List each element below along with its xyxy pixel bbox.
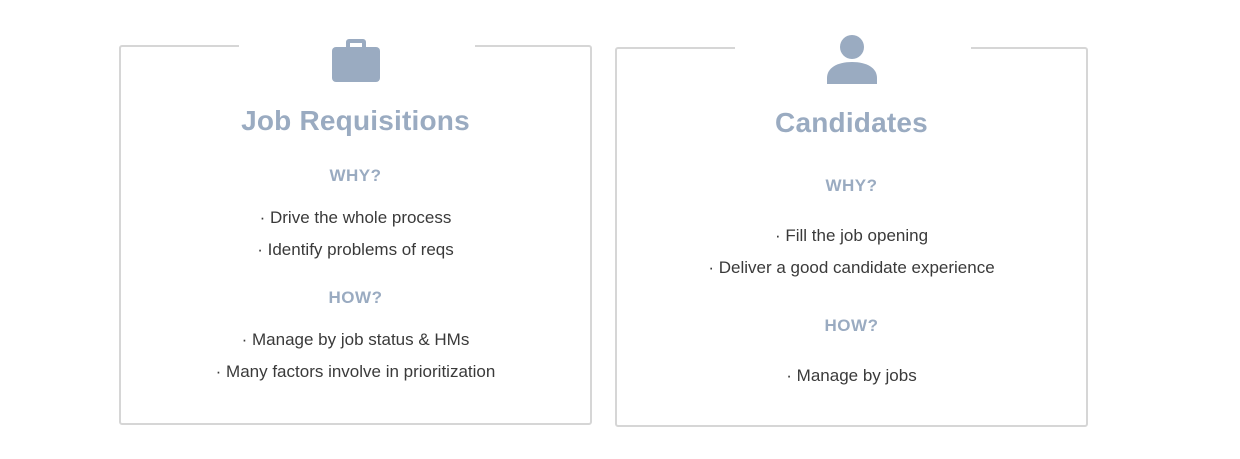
job-requisitions-card: Job Requisitions WHY? · Drive the whole … [119, 39, 592, 425]
how-label: HOW? [824, 316, 879, 335]
why-point: · Fill the job opening [774, 226, 929, 245]
why-point: · Identify problems of reqs [257, 240, 454, 259]
how-label: HOW? [328, 288, 383, 307]
how-point: · Many factors involve in prioritization [215, 362, 496, 381]
why-point: · Deliver a good candidate experience [708, 258, 995, 277]
why-label: WHY? [329, 166, 382, 185]
why-label: WHY? [825, 176, 878, 195]
how-point: · Manage by jobs [786, 366, 917, 385]
how-point: · Manage by job status & HMs [241, 330, 470, 349]
person-icon [826, 34, 878, 91]
candidates-card: Candidates WHY? · Fill the job opening ·… [615, 35, 1088, 427]
why-point: · Drive the whole process [259, 208, 452, 227]
card-title: Job Requisitions [241, 105, 470, 136]
briefcase-icon [331, 35, 381, 88]
card-title: Candidates [775, 107, 928, 138]
